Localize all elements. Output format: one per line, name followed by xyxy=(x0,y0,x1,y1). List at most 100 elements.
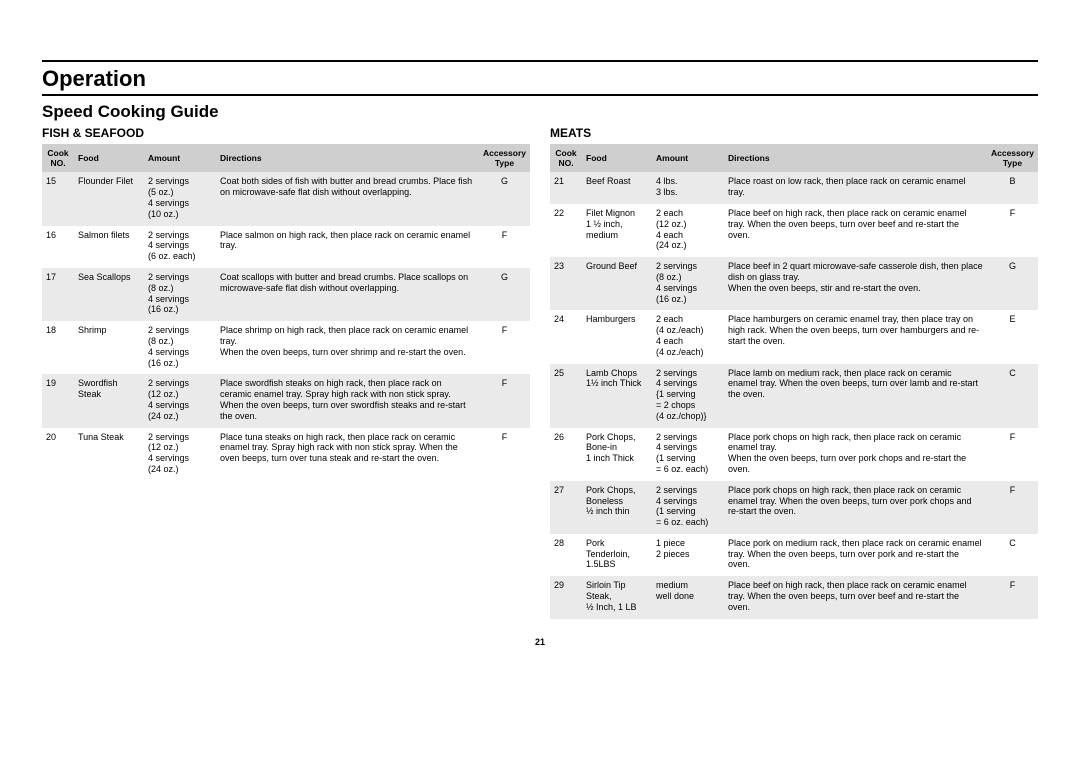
cell-directions: Place pork chops on high rack, then plac… xyxy=(724,481,987,534)
cell-directions: Place pork chops on high rack, then plac… xyxy=(724,428,987,481)
cell-accessory: G xyxy=(479,268,530,321)
cell-food: Pork Chops, Bone-in 1 inch Thick xyxy=(582,428,652,481)
cell-amount: 4 lbs. 3 lbs. xyxy=(652,172,724,204)
cell-cook-no: 27 xyxy=(550,481,582,534)
cell-food: Tuna Steak xyxy=(74,428,144,481)
cell-directions: Place salmon on high rack, then place ra… xyxy=(216,226,479,268)
cell-directions: Place lamb on medium rack, then place ra… xyxy=(724,364,987,428)
cell-food: Pork Chops, Boneless ½ inch thin xyxy=(582,481,652,534)
cell-accessory: C xyxy=(987,534,1038,576)
cell-directions: Place beef on high rack, then place rack… xyxy=(724,204,987,257)
left-column: FISH & SEAFOOD Cook NO. Food Amount Dire… xyxy=(42,124,530,619)
col-directions: Directions xyxy=(216,144,479,172)
col-amount: Amount xyxy=(144,144,216,172)
cell-directions: Place roast on low rack, then place rack… xyxy=(724,172,987,204)
table-row: 18Shrimp2 servings (8 oz.) 4 servings (1… xyxy=(42,321,530,374)
cell-accessory: G xyxy=(987,257,1038,310)
cell-amount: 1 piece 2 pieces xyxy=(652,534,724,576)
cell-accessory: F xyxy=(987,576,1038,618)
col-cook-no: Cook NO. xyxy=(42,144,74,172)
cell-directions: Place tuna steaks on high rack, then pla… xyxy=(216,428,479,481)
col-food: Food xyxy=(74,144,144,172)
cell-amount: 2 servings (8 oz.) 4 servings (16 oz.) xyxy=(144,268,216,321)
page-number: 21 xyxy=(42,637,1038,647)
columns: FISH & SEAFOOD Cook NO. Food Amount Dire… xyxy=(42,124,1038,619)
cell-cook-no: 20 xyxy=(42,428,74,481)
cell-food: Beef Roast xyxy=(582,172,652,204)
table-row: 19Swordfish Steak2 servings (12 oz.) 4 s… xyxy=(42,374,530,427)
table-row: 25Lamb Chops 1½ inch Thick2 servings 4 s… xyxy=(550,364,1038,428)
cell-cook-no: 26 xyxy=(550,428,582,481)
cell-accessory: B xyxy=(987,172,1038,204)
cell-cook-no: 23 xyxy=(550,257,582,310)
cell-accessory: F xyxy=(479,321,530,374)
col-directions: Directions xyxy=(724,144,987,172)
cell-food: Shrimp xyxy=(74,321,144,374)
col-accessory: Accessory Type xyxy=(987,144,1038,172)
table-row: 15Flounder Filet2 servings (5 oz.) 4 ser… xyxy=(42,172,530,225)
cell-directions: Place beef in 2 quart microwave-safe cas… xyxy=(724,257,987,310)
table-row: 17Sea Scallops2 servings (8 oz.) 4 servi… xyxy=(42,268,530,321)
table-row: 24Hamburgers2 each (4 oz./each) 4 each (… xyxy=(550,310,1038,363)
cell-amount: 2 servings 4 servings (1 serving = 6 oz.… xyxy=(652,481,724,534)
cell-food: Pork Tenderloin, 1.5LBS xyxy=(582,534,652,576)
cell-amount: 2 servings (12 oz.) 4 servings (24 oz.) xyxy=(144,374,216,427)
cell-amount: 2 servings (5 oz.) 4 servings (10 oz.) xyxy=(144,172,216,225)
cell-amount: 2 servings 4 servings (6 oz. each) xyxy=(144,226,216,268)
table-row: 21Beef Roast4 lbs. 3 lbs.Place roast on … xyxy=(550,172,1038,204)
cell-accessory: G xyxy=(479,172,530,225)
table-row: 27Pork Chops, Boneless ½ inch thin2 serv… xyxy=(550,481,1038,534)
cell-food: Ground Beef xyxy=(582,257,652,310)
cell-cook-no: 17 xyxy=(42,268,74,321)
col-food: Food xyxy=(582,144,652,172)
cell-directions: Place beef on high rack, then place rack… xyxy=(724,576,987,618)
cell-accessory: C xyxy=(987,364,1038,428)
cell-food: Sirloin Tip Steak, ½ Inch, 1 LB xyxy=(582,576,652,618)
right-category: MEATS xyxy=(550,126,1038,140)
meats-table: Cook NO. Food Amount Directions Accessor… xyxy=(550,144,1038,619)
table-row: 28Pork Tenderloin, 1.5LBS1 piece 2 piece… xyxy=(550,534,1038,576)
cell-amount: 2 servings 4 servings (1 serving = 6 oz.… xyxy=(652,428,724,481)
cell-amount: 2 each (4 oz./each) 4 each (4 oz./each) xyxy=(652,310,724,363)
cell-amount: 2 servings (8 oz.) 4 servings (16 oz.) xyxy=(144,321,216,374)
cell-amount: medium well done xyxy=(652,576,724,618)
cell-food: Flounder Filet xyxy=(74,172,144,225)
cell-food: Lamb Chops 1½ inch Thick xyxy=(582,364,652,428)
cell-directions: Coat both sides of fish with butter and … xyxy=(216,172,479,225)
cell-food: Filet Mignon 1 ½ inch, medium xyxy=(582,204,652,257)
cell-food: Sea Scallops xyxy=(74,268,144,321)
cell-accessory: F xyxy=(479,374,530,427)
bottom-rule xyxy=(42,94,1038,96)
cell-cook-no: 29 xyxy=(550,576,582,618)
cell-directions: Coat scallops with butter and bread crum… xyxy=(216,268,479,321)
cell-food: Swordfish Steak xyxy=(74,374,144,427)
cell-accessory: F xyxy=(987,204,1038,257)
guide-heading: Speed Cooking Guide xyxy=(42,102,1038,122)
cell-amount: 2 servings (12 oz.) 4 servings (24 oz.) xyxy=(144,428,216,481)
cell-accessory: E xyxy=(987,310,1038,363)
cell-cook-no: 15 xyxy=(42,172,74,225)
cell-food: Salmon filets xyxy=(74,226,144,268)
cell-accessory: F xyxy=(479,226,530,268)
cell-directions: Place pork on medium rack, then place ra… xyxy=(724,534,987,576)
table-row: 26Pork Chops, Bone-in 1 inch Thick2 serv… xyxy=(550,428,1038,481)
top-rule xyxy=(42,60,1038,62)
cell-cook-no: 21 xyxy=(550,172,582,204)
col-accessory: Accessory Type xyxy=(479,144,530,172)
cell-directions: Place hamburgers on ceramic enamel tray,… xyxy=(724,310,987,363)
cell-accessory: F xyxy=(479,428,530,481)
table-row: 20Tuna Steak2 servings (12 oz.) 4 servin… xyxy=(42,428,530,481)
table-row: 29Sirloin Tip Steak, ½ Inch, 1 LBmedium … xyxy=(550,576,1038,618)
table-row: 16Salmon filets2 servings 4 servings (6 … xyxy=(42,226,530,268)
cell-cook-no: 18 xyxy=(42,321,74,374)
fish-seafood-table: Cook NO. Food Amount Directions Accessor… xyxy=(42,144,530,481)
col-cook-no: Cook NO. xyxy=(550,144,582,172)
col-amount: Amount xyxy=(652,144,724,172)
table-row: 22Filet Mignon 1 ½ inch, medium2 each (1… xyxy=(550,204,1038,257)
cell-cook-no: 24 xyxy=(550,310,582,363)
cell-accessory: F xyxy=(987,481,1038,534)
cell-amount: 2 each (12 oz.) 4 each (24 oz.) xyxy=(652,204,724,257)
cell-directions: Place shrimp on high rack, then place ra… xyxy=(216,321,479,374)
cell-cook-no: 19 xyxy=(42,374,74,427)
right-column: MEATS Cook NO. Food Amount Directions Ac… xyxy=(550,124,1038,619)
